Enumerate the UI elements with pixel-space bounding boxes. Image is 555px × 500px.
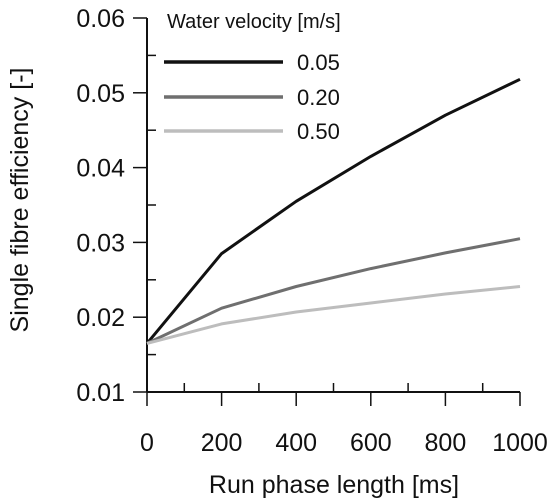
y-tick-label: 0.02 xyxy=(76,304,125,332)
legend-title: Water velocity [m/s] xyxy=(167,11,341,33)
legend: Water velocity [m/s] 0.05 0.20 0.50 xyxy=(164,11,341,144)
x-tick-label: 1000 xyxy=(492,429,548,457)
legend-label-0.50: 0.50 xyxy=(297,119,340,144)
x-tick-label: 0 xyxy=(140,429,154,457)
tick-labels: 0 200 400 600 800 1000 0.01 0.02 0.03 0.04 0.05 0.0… xyxy=(76,5,547,457)
x-tick-label: 800 xyxy=(425,429,467,457)
series-lines xyxy=(145,77,521,345)
y-tick-label: 0.01 xyxy=(76,379,125,407)
x-tick-label: 400 xyxy=(275,429,317,457)
series-line-0.20 xyxy=(146,237,521,345)
y-tick-label: 0.04 xyxy=(76,155,125,183)
x-axis-title: Run phase length [ms] xyxy=(209,471,459,499)
y-tick-label: 0.03 xyxy=(76,229,125,257)
series-line-0.50 xyxy=(146,285,521,345)
series-line-0.05 xyxy=(145,77,521,345)
legend-label-0.20: 0.20 xyxy=(297,85,340,110)
y-tick-label: 0.06 xyxy=(76,5,125,33)
ticks xyxy=(133,17,521,406)
x-tick-label: 200 xyxy=(201,429,243,457)
legend-label-0.05: 0.05 xyxy=(297,50,340,75)
y-axis-title: Single fibre efficiency [-] xyxy=(6,68,34,333)
x-tick-label: 600 xyxy=(350,429,392,457)
y-tick-label: 0.05 xyxy=(76,80,125,108)
